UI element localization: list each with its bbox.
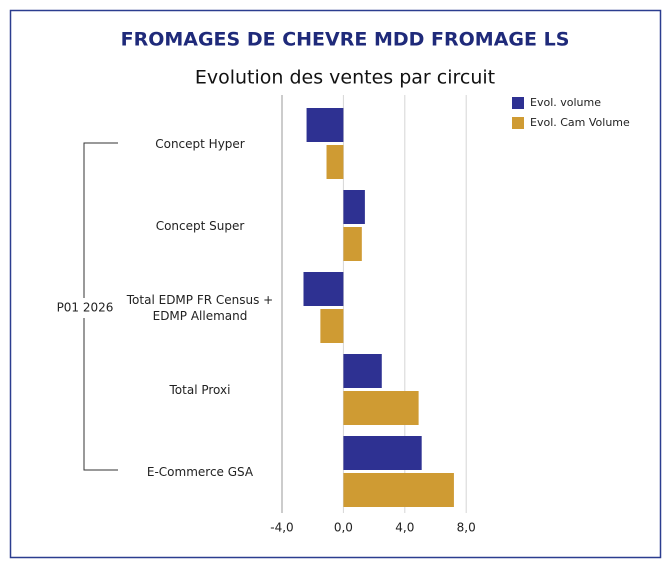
bar: [343, 354, 382, 388]
bar: [343, 190, 365, 224]
legend-swatch: [512, 117, 524, 129]
bar: [320, 309, 344, 343]
bar: [343, 227, 362, 261]
category-label: Total EDMP FR Census + EDMP Allemand: [126, 293, 274, 323]
bar: [343, 391, 419, 425]
bar: [326, 145, 344, 179]
legend-label: Evol. volume: [530, 96, 601, 109]
category-label: Concept Hyper: [155, 137, 245, 151]
legend-swatch: [512, 97, 524, 109]
bar: [306, 108, 344, 142]
group-label: P01 2026: [57, 301, 114, 315]
x-tick-label: 4,0: [395, 521, 414, 535]
category-label: Concept Super: [155, 219, 245, 233]
chart-title: FROMAGES DE CHEVRE MDD FROMAGE LS: [121, 29, 570, 51]
x-tick-label: -4,0: [270, 521, 293, 535]
bar: [343, 473, 454, 507]
bar: [303, 272, 344, 306]
chart-subtitle: Evolution des ventes par circuit: [195, 67, 495, 89]
x-tick-label: 8,0: [457, 521, 476, 535]
group-label-bg: [50, 298, 120, 318]
category-label: Total Proxi: [169, 383, 231, 397]
bar: [343, 436, 422, 470]
category-label: E-Commerce GSA: [146, 465, 254, 479]
legend-label: Evol. Cam Volume: [530, 116, 630, 129]
x-tick-label: 0,0: [334, 521, 353, 535]
